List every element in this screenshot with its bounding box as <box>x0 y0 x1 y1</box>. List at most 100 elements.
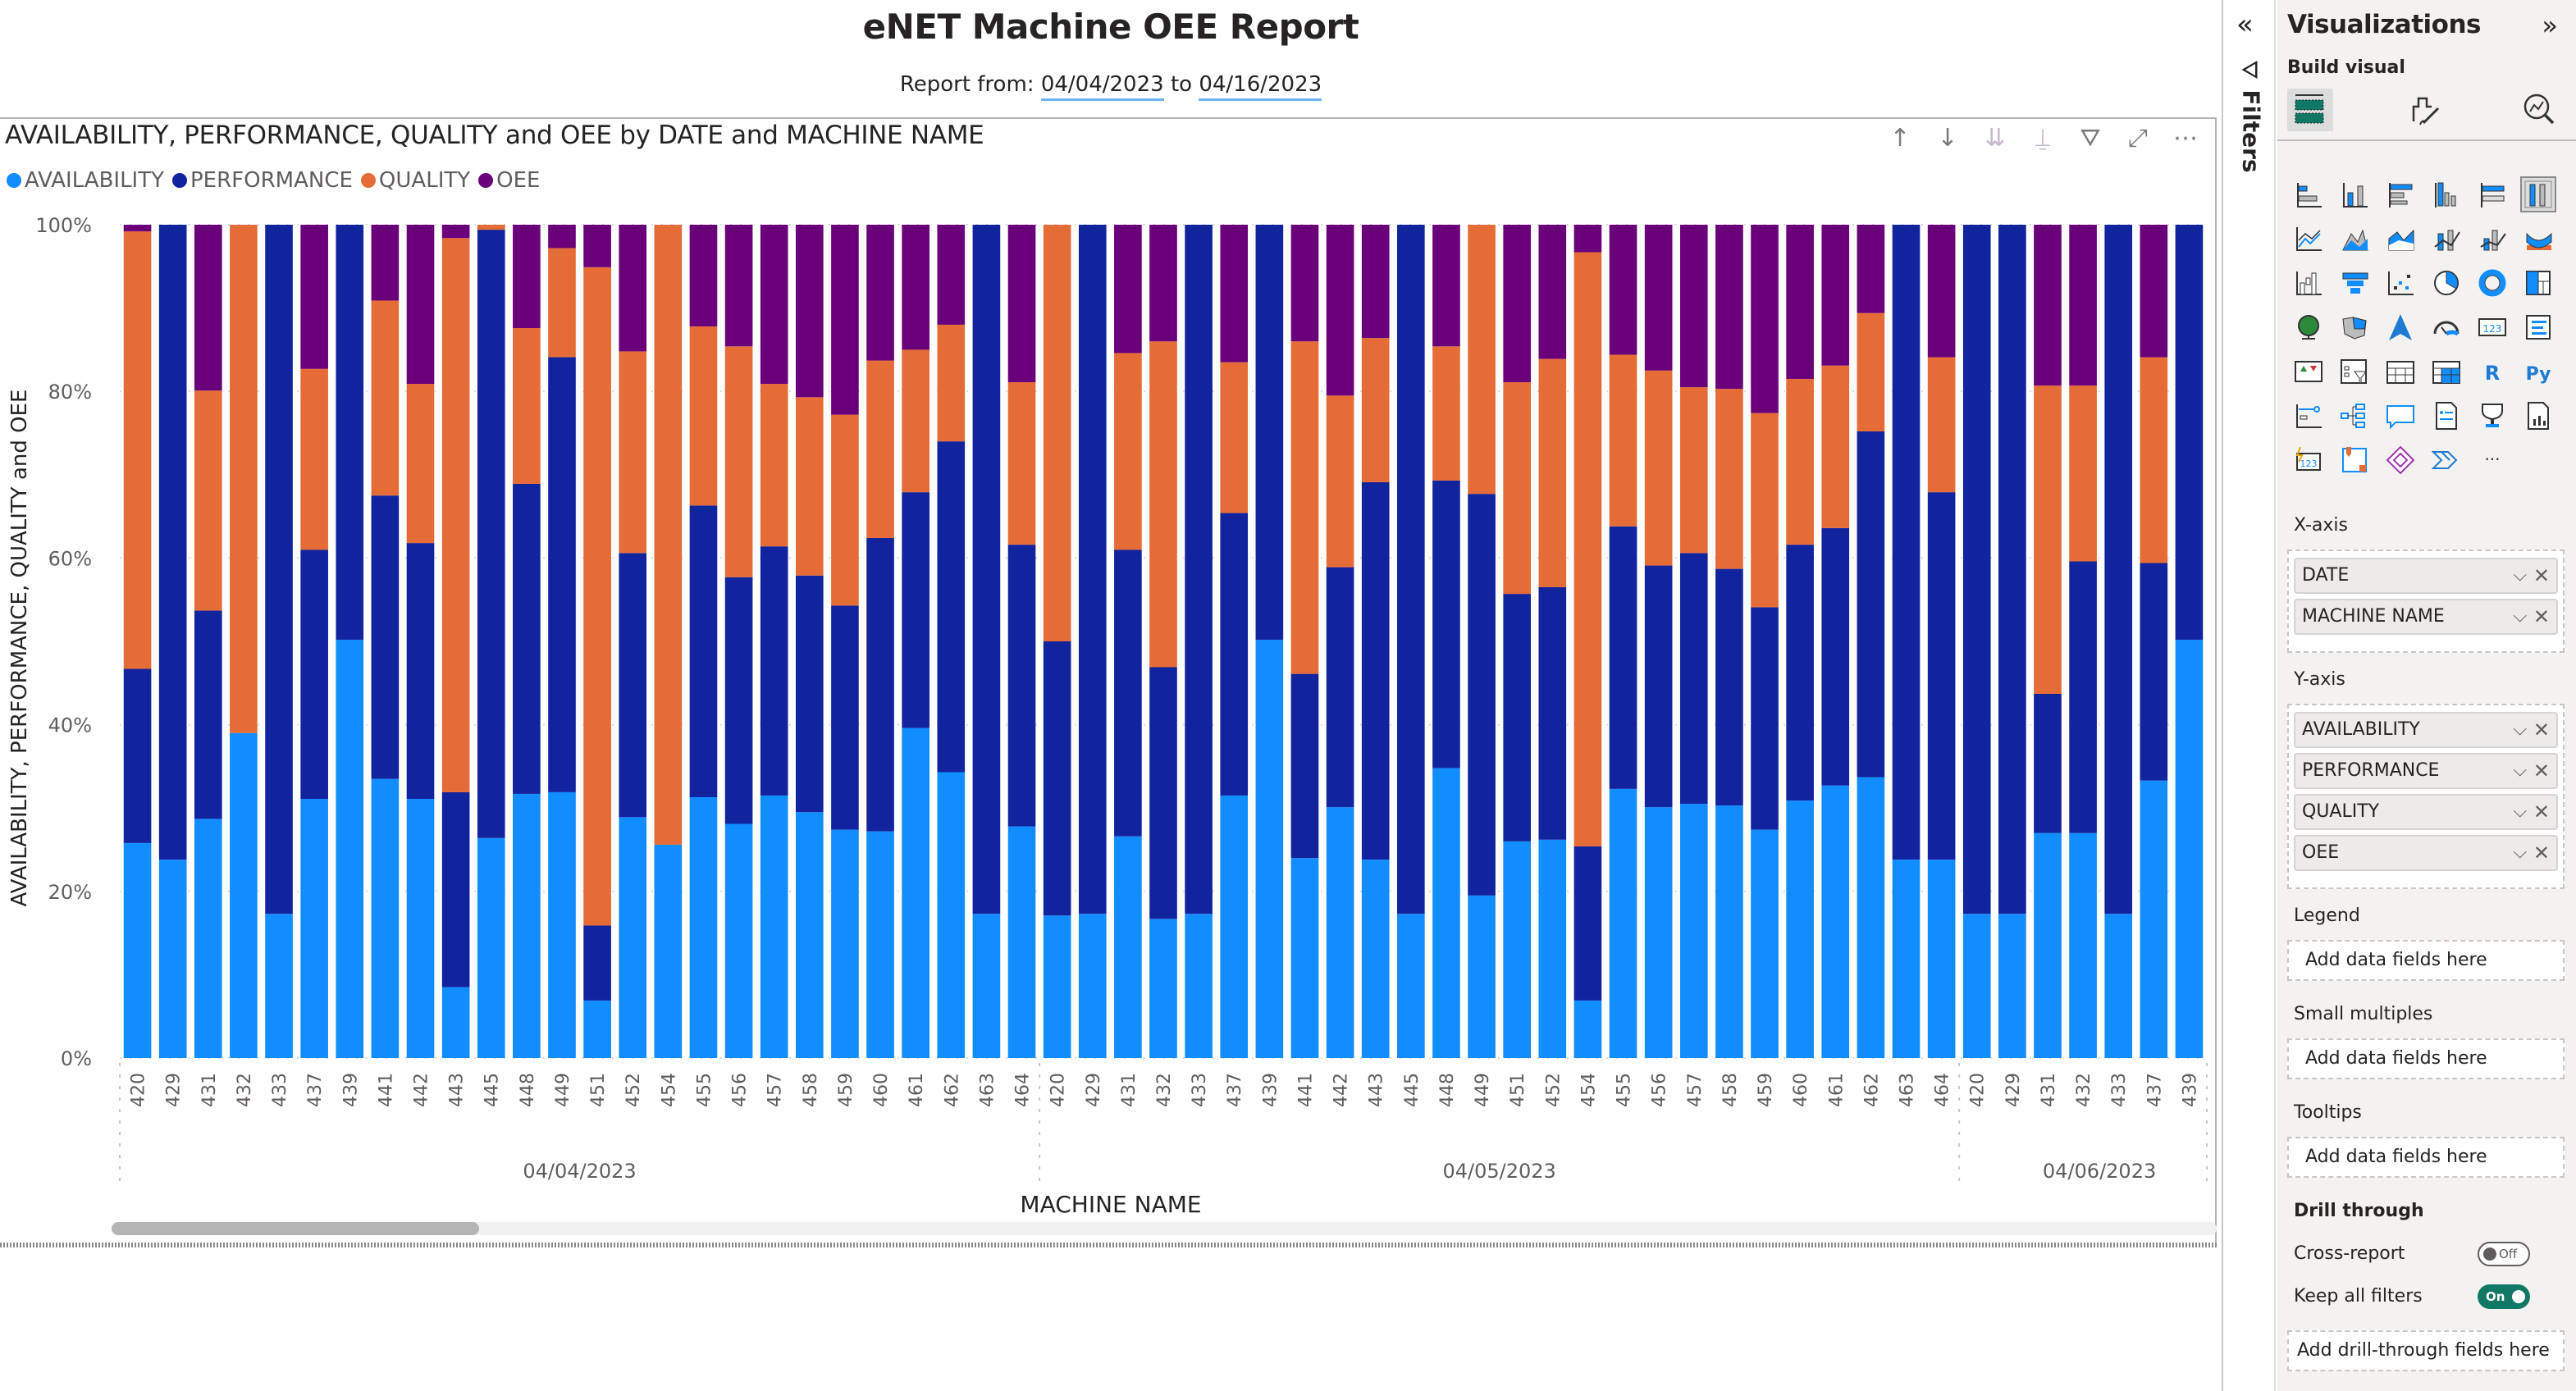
bar-segment-oee[interactable] <box>583 225 611 267</box>
bar-segment-oee[interactable] <box>1927 225 1956 358</box>
bar-segment-performance[interactable] <box>477 230 505 838</box>
bar-segment-performance[interactable] <box>866 538 894 832</box>
bar-segment-performance[interactable] <box>1609 526 1637 789</box>
bar-segment-quality[interactable] <box>1468 225 1496 495</box>
bar-segment-performance[interactable] <box>831 605 859 830</box>
bar-segment-availability[interactable] <box>1751 829 1779 1058</box>
bar-segment-availability[interactable] <box>1821 785 1850 1058</box>
bar-segment-performance[interactable] <box>760 546 788 796</box>
bar-segment-availability[interactable] <box>1644 807 1673 1058</box>
bar-segment-oee[interactable] <box>406 225 435 385</box>
remove-field-icon[interactable]: ✕ <box>2533 605 2550 628</box>
bar-segment-availability[interactable] <box>371 778 400 1058</box>
legend-item-oee[interactable]: OEE <box>478 168 540 193</box>
build-visual-tab[interactable] <box>2287 89 2333 131</box>
multi-row-card-icon[interactable] <box>2515 305 2561 349</box>
chevron-down-icon[interactable]: ⌵ <box>2513 760 2527 781</box>
bar-segment-performance[interactable] <box>2140 563 2168 781</box>
bar-segment-quality[interactable] <box>1786 378 1814 545</box>
keep-all-filters-toggle[interactable]: On <box>2478 1284 2530 1309</box>
bar-segment-availability[interactable] <box>336 639 364 1058</box>
y-axis-field-oee[interactable]: OEE ⌵ ✕ <box>2294 835 2558 871</box>
bar-segment-performance[interactable] <box>1573 846 1602 1001</box>
power-automate-flow-icon[interactable] <box>2423 438 2469 482</box>
donut-chart-icon[interactable] <box>2469 261 2515 305</box>
bar-segment-quality[interactable] <box>1043 225 1071 641</box>
bar-segment-availability[interactable] <box>1432 768 1460 1058</box>
bar-segment-quality[interactable] <box>1290 341 1319 674</box>
chevron-down-icon[interactable]: ⌵ <box>2513 719 2527 740</box>
bar-segment-quality[interactable] <box>1149 341 1177 668</box>
bar-segment-oee[interactable] <box>1609 225 1637 355</box>
bar-segment-quality[interactable] <box>654 225 683 845</box>
focus-mode-icon[interactable]: ⤢ <box>2128 124 2148 153</box>
bar-segment-performance[interactable] <box>2175 225 2204 640</box>
gauge-icon[interactable] <box>2423 305 2469 349</box>
bar-segment-availability[interactable] <box>1998 914 2026 1058</box>
bar-segment-quality[interactable] <box>795 397 824 576</box>
chevron-down-icon[interactable]: ⌵ <box>2513 801 2527 822</box>
collapse-filters-icon[interactable]: « <box>2236 8 2254 41</box>
bar-segment-availability[interactable] <box>1361 860 1390 1058</box>
expand-hierarchy-icon[interactable]: ⍊ <box>2035 124 2050 153</box>
bar-segment-availability[interactable] <box>441 987 470 1058</box>
bar-segment-quality[interactable] <box>1432 346 1460 481</box>
bar-segment-oee[interactable] <box>760 225 788 385</box>
bar-segment-availability[interactable] <box>1927 860 1956 1058</box>
bar-segment-quality[interactable] <box>123 231 152 669</box>
remove-field-icon[interactable]: ✕ <box>2533 800 2550 823</box>
x-axis-well[interactable]: DATE ⌵ ✕ MACHINE NAME ⌵ ✕ <box>2287 550 2565 653</box>
bar-segment-quality[interactable] <box>1751 413 1779 608</box>
bar-segment-oee[interactable] <box>2140 225 2168 358</box>
bar-segment-oee[interactable] <box>300 225 328 369</box>
bar-segment-quality[interactable] <box>1361 338 1390 482</box>
clustered-bar-chart-icon[interactable] <box>2377 172 2423 217</box>
bar-segment-quality[interactable] <box>1609 354 1637 527</box>
bar-segment-performance[interactable] <box>1538 586 1567 840</box>
date-from-link[interactable]: 04/04/2023 <box>1040 72 1164 101</box>
drill-up-icon[interactable]: ↑ <box>1889 124 1911 153</box>
bar-segment-oee[interactable] <box>123 225 152 232</box>
bar-segment-availability[interactable] <box>831 829 859 1058</box>
bar-segment-quality[interactable] <box>1573 252 1602 846</box>
bar-segment-performance[interactable] <box>619 553 647 818</box>
100-stacked-column-chart-icon[interactable] <box>2515 172 2561 217</box>
bar-segment-availability[interactable] <box>158 860 187 1058</box>
bar-segment-quality[interactable] <box>548 248 576 358</box>
bar-segment-availability[interactable] <box>1326 807 1354 1058</box>
bar-segment-performance[interactable] <box>406 543 435 800</box>
x-axis-field-date[interactable]: DATE ⌵ ✕ <box>2294 558 2558 594</box>
bar-segment-availability[interactable] <box>1573 1000 1602 1058</box>
bar-segment-oee[interactable] <box>441 225 470 239</box>
bar-segment-performance[interactable] <box>1503 594 1532 841</box>
cross-report-toggle[interactable]: Off <box>2478 1242 2530 1266</box>
x-axis-field-machine-name[interactable]: MACHINE NAME ⌵ ✕ <box>2294 599 2558 635</box>
bar-segment-oee[interactable] <box>1786 225 1814 379</box>
bar-segment-availability[interactable] <box>2069 832 2097 1058</box>
bar-segment-availability[interactable] <box>654 844 683 1058</box>
bar-segment-performance[interactable] <box>1185 225 1213 914</box>
bar-segment-quality[interactable] <box>2069 385 2097 562</box>
bar-segment-performance[interactable] <box>158 225 187 860</box>
card-icon[interactable]: 123 <box>2469 305 2515 349</box>
power-automate-icon[interactable] <box>2332 438 2377 482</box>
bar-segment-quality[interactable] <box>2034 385 2062 695</box>
bar-segment-performance[interactable] <box>441 791 470 987</box>
horizontal-scrollbar[interactable] <box>112 1222 2217 1235</box>
bar-segment-performance[interactable] <box>2034 694 2062 833</box>
bar-segment-quality[interactable] <box>1715 389 1743 569</box>
filled-map-icon[interactable] <box>2332 305 2377 349</box>
bar-segment-performance[interactable] <box>1892 225 1921 860</box>
bar-segment-availability[interactable] <box>1290 858 1319 1058</box>
bar-segment-quality[interactable] <box>513 327 541 484</box>
bar-segment-oee[interactable] <box>1573 225 1602 253</box>
chevron-down-icon[interactable]: ⌵ <box>2513 606 2527 627</box>
bar-segment-quality[interactable] <box>406 384 435 544</box>
bar-segment-quality[interactable] <box>724 346 753 577</box>
bar-segment-oee[interactable] <box>1538 225 1567 359</box>
ribbon-chart-icon[interactable] <box>2515 217 2561 261</box>
bar-segment-availability[interactable] <box>2104 914 2133 1058</box>
clustered-column-chart-icon[interactable] <box>2423 172 2469 217</box>
bar-segment-quality[interactable] <box>1007 382 1036 545</box>
bar-segment-oee[interactable] <box>1857 225 1885 313</box>
